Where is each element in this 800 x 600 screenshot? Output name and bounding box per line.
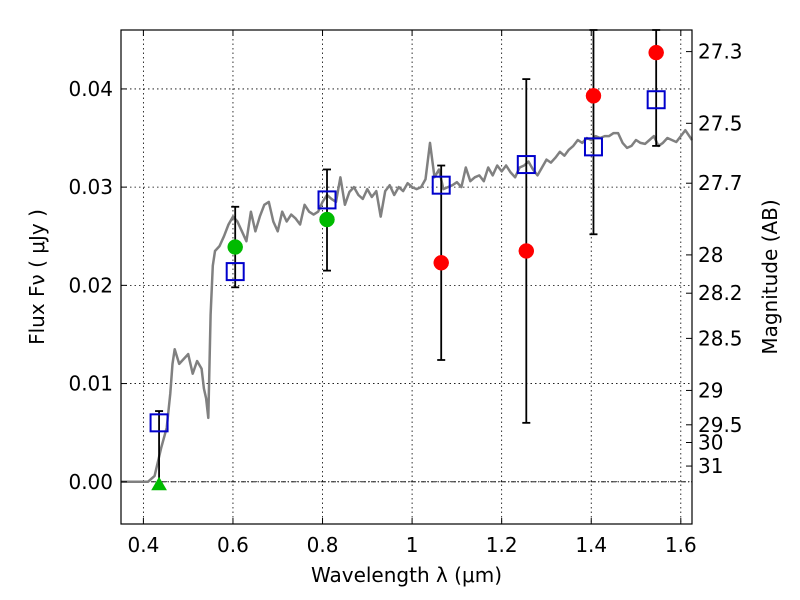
right-tick-label: 30 — [698, 430, 723, 454]
y-tick-label: 0.04 — [68, 77, 113, 101]
axis-ticks — [121, 30, 692, 524]
x-tick-label: 1.2 — [486, 533, 518, 557]
y-tick-label: 0.01 — [68, 372, 113, 396]
right-tick-label: 28.2 — [698, 281, 743, 305]
right-tick-label: 29 — [698, 378, 723, 402]
right-tick-label: 27.5 — [698, 111, 743, 135]
grid-lines — [121, 30, 692, 524]
photometry-square-marker — [583, 137, 603, 157]
photometry-circle-marker — [433, 255, 449, 271]
x-tick-label: 1 — [406, 533, 419, 557]
photometry-square-marker — [225, 262, 245, 282]
right-tick-label: 27.3 — [698, 40, 743, 64]
y-tick-label: 0.00 — [68, 470, 113, 494]
right-axis-label: Magnitude (AB) — [758, 199, 782, 354]
photometry-circle-marker — [319, 211, 335, 228]
x-axis-label: Wavelength λ (μm) — [311, 563, 502, 587]
x-tick-label: 0.8 — [307, 533, 339, 557]
data-markers — [149, 44, 666, 491]
photometry-square-marker — [317, 190, 337, 210]
model-spectrum — [121, 128, 694, 484]
plot-frame — [120, 29, 693, 525]
photometry-circle-marker — [227, 239, 243, 255]
photometry-square-marker — [431, 175, 451, 195]
model-spectrum-line — [121, 128, 694, 484]
photometry-square-marker — [646, 90, 666, 110]
right-tick-label: 28.5 — [698, 326, 743, 350]
x-tick-label: 0.4 — [127, 533, 159, 557]
photometry-circle-marker — [648, 44, 664, 61]
right-tick-label: 28 — [698, 243, 723, 267]
photometry-circle-marker — [585, 88, 602, 104]
x-tick-label: 1.6 — [665, 533, 697, 557]
photometry-circle-marker — [518, 243, 535, 259]
upper-limit-triangle-marker — [151, 476, 167, 491]
tick-labels: 0.4 0.6 0.8 1 1.2 1.4 1.6 0.00 0.01 0.02 0.03 0.04 2… — [68, 40, 742, 557]
right-tick-label: 29.5 — [698, 413, 743, 437]
right-tick-label: 31 — [698, 454, 723, 478]
y-tick-label: 0.02 — [68, 273, 113, 297]
photometry-square-marker — [516, 155, 536, 175]
y-tick-label: 0.03 — [68, 175, 113, 199]
x-tick-label: 0.6 — [217, 533, 249, 557]
y-axis-label: Flux Fν ( μJy ) — [25, 209, 49, 345]
x-tick-label: 1.4 — [575, 533, 607, 557]
photometry-square-marker — [149, 413, 169, 433]
right-tick-label: 27.7 — [698, 171, 743, 195]
